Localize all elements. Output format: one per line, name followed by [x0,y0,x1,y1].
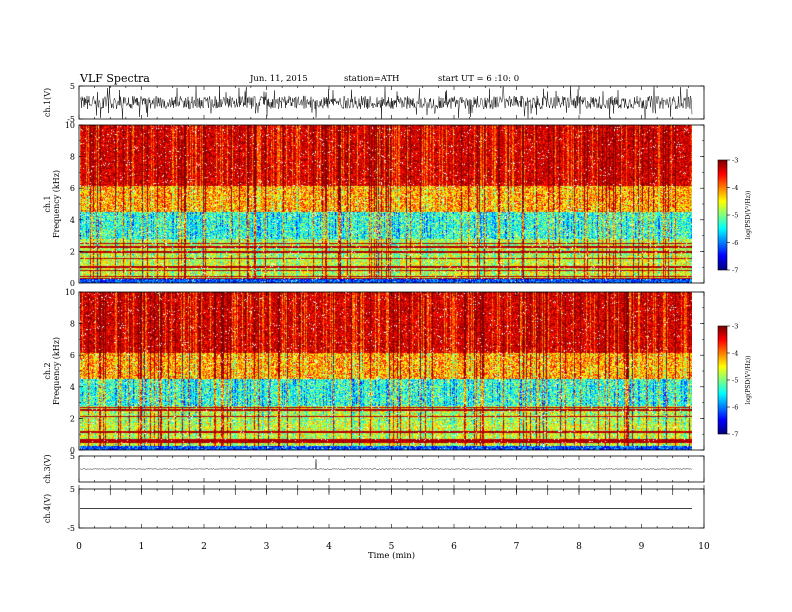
y-tick-label: 5 [70,82,75,91]
y-tick-label: 8 [70,153,75,162]
colorbar-tick-label: -7 [732,431,738,439]
y-tick-label: 2 [70,414,75,423]
ch3-y-label: ch.3(V) [43,454,52,483]
y-tick-label: 6 [70,184,75,193]
date-label: Jun. 11, 2015 [250,74,308,84]
colorbar-tick-label: -3 [732,157,738,165]
ch4-y-label: ch.4(V) [43,494,52,523]
x-tick-label: 2 [201,542,207,552]
ch2-freq-label: ch.2 [43,362,52,379]
colorbar-tick-label: -7 [732,267,738,275]
waveform-layer [79,85,693,509]
x-tick-label: 10 [698,542,710,552]
x-tick-label: 0 [76,542,82,552]
ch2-colorbar [718,326,727,434]
station-label: station=ATH [344,74,400,84]
colorbar-tick-label: -4 [732,184,738,192]
start-time-label: start UT = 6 :10: 0 [438,74,520,84]
ch1-waveform-line [79,85,693,120]
ch1-freq-label-sub: Frequency (kHz) [52,170,61,238]
chart-title: VLF Spectra [80,72,150,85]
ch1-y-label: ch.1(V) [43,88,52,117]
x-tick-label: 4 [326,542,332,552]
y-tick-label: -5 [67,115,75,124]
x-tick-label: 6 [451,542,457,552]
ch1-colorbar [718,160,727,270]
spectrogram-layer [80,125,727,450]
ch2-freq-label-sub: Frequency (kHz) [52,337,61,405]
y-tick-label: 4 [70,383,75,392]
colorbar-tick-label: -3 [732,323,738,331]
colorbar-label: log(PSD(V²/Hz)) [745,356,752,405]
y-tick-label: 5 [70,485,75,494]
y-tick-label: 8 [70,320,75,329]
y-tick-label: -5 [67,524,75,533]
y-tick-label: 0 [70,446,75,455]
colorbar-tick-label: -4 [732,350,738,358]
x-tick-label: 1 [139,542,145,552]
colorbar-tick-label: -5 [732,377,738,385]
colorbar-tick-label: -6 [732,404,738,412]
y-tick-label: 6 [70,351,75,360]
y-tick-label: 10 [65,121,75,130]
x-tick-label: 7 [514,542,520,552]
colorbar-tick-label: -5 [732,212,738,220]
y-tick-label: 10 [65,288,75,297]
x-tick-label: 8 [576,542,582,552]
y-tick-label: 5 [70,452,75,461]
ch1-freq-label: ch.1 [43,195,52,212]
x-tick-label: 5 [389,542,395,552]
ch1-spectrogram-image [80,125,692,283]
y-tick-label: 4 [70,216,75,225]
colorbar-label: log(PSD(V²/Hz)) [745,191,752,240]
colorbar-tick-label: -6 [732,239,738,247]
ch3-waveform-line [79,459,693,470]
axes-layer [78,85,730,529]
y-tick-label: 0 [70,279,75,288]
x-tick-label: 3 [264,542,270,552]
x-axis-label: Time (min) [368,550,415,561]
ch2-spectrogram-image [80,292,692,450]
x-tick-label: 9 [639,542,645,552]
y-tick-label: 2 [70,247,75,256]
